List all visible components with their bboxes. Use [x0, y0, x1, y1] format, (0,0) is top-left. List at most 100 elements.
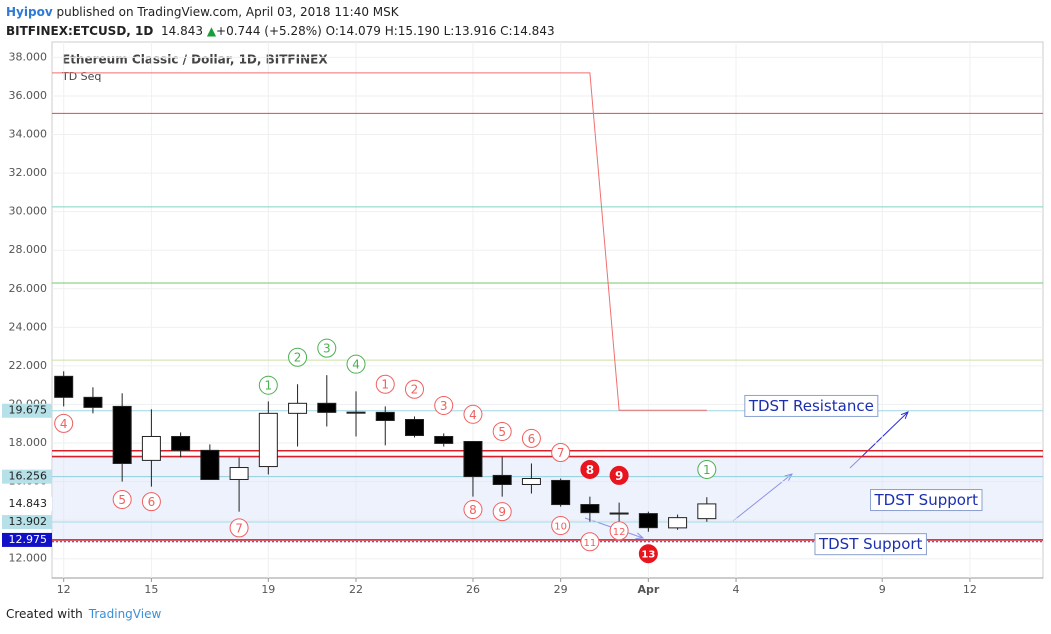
candle-body: [141, 435, 161, 461]
y-tick-label: 36.000: [9, 89, 48, 102]
y-tick-label: 30.000: [9, 205, 48, 218]
y-tick-label: 18.000: [9, 436, 48, 449]
candle-body: [258, 412, 278, 468]
x-tick-label: 19: [261, 583, 275, 596]
td-count: 5: [118, 493, 126, 507]
created: Created with: [6, 607, 83, 621]
annotation-box: [814, 533, 927, 556]
td-count: 10: [554, 522, 567, 533]
price-label-box: [2, 496, 52, 511]
candle-body: [521, 478, 541, 485]
symbol: BITFINEX:ETCUSD, 1D: [6, 24, 154, 38]
low: L:13.916: [443, 24, 497, 38]
td-count: 11: [584, 538, 597, 549]
td-count: 1: [265, 379, 273, 393]
td-count-circle: [492, 421, 512, 441]
indicator-name: TD Seq: [61, 70, 101, 83]
td-count-circle: [609, 521, 629, 541]
candle-body: [551, 479, 571, 506]
candle-body: [171, 435, 191, 451]
td-line: [52, 72, 707, 411]
candle-body: [609, 512, 629, 515]
annotation: TDST Support: [818, 535, 923, 553]
candle-body: [668, 517, 688, 529]
td-count: 6: [148, 495, 156, 509]
candle-body: [638, 513, 658, 529]
candle-body: [112, 405, 132, 464]
annotation: TDST Support: [874, 491, 979, 509]
x-tick-label: 4: [733, 583, 740, 596]
td-count-circle: [551, 516, 571, 536]
candle-body: [288, 402, 308, 414]
td-count-circle: [551, 442, 571, 462]
price-label: 19.675: [9, 404, 48, 417]
x-tick-label: 29: [554, 583, 568, 596]
td-count-circle: [638, 544, 658, 564]
x-tick-label: 12: [57, 583, 71, 596]
symbol-line: BITFINEX:ETCUSD, 1D 14.843 ▲+0.744 (+5.2…: [6, 22, 555, 41]
open: O:14.079: [325, 24, 381, 38]
td-count: 3: [440, 399, 448, 413]
td-count: 6: [528, 432, 536, 446]
price-label: 12.975: [9, 533, 48, 546]
y-tick-label: 28.000: [9, 243, 48, 256]
x-tick-label: Apr: [637, 583, 659, 596]
candle-body: [434, 435, 454, 444]
price-label-box: [2, 532, 52, 547]
td-count-circle: [697, 459, 717, 479]
td-count-circle: [580, 459, 600, 479]
annotation-box: [744, 394, 879, 417]
candle-body: [492, 474, 512, 485]
td-count-circle: [54, 413, 74, 433]
annotation-box: [870, 489, 983, 512]
candle-body: [317, 402, 337, 413]
td-count-circle: [609, 465, 629, 485]
candle-body: [463, 440, 483, 478]
td-count: 4: [352, 358, 360, 372]
header: Hyipov published on TradingView.com, Apr…: [6, 3, 555, 41]
td-count: 3: [323, 342, 331, 356]
candle-body: [580, 504, 600, 514]
footer: Created with TradingView: [6, 607, 161, 621]
x-tick-label: 26: [466, 583, 480, 596]
td-count: 8: [586, 463, 594, 477]
td-count: 8: [469, 503, 477, 517]
td-count-circle: [404, 379, 424, 399]
td-count-circle: [258, 375, 278, 395]
price-label-box: [2, 515, 52, 530]
last: 14.843: [160, 24, 203, 38]
user[interactable]: Hyipov: [6, 5, 53, 19]
arrow: ▲: [206, 24, 217, 38]
x-tick-label: 9: [879, 583, 886, 596]
td-count: 2: [294, 351, 302, 365]
td-count: 13: [641, 550, 655, 561]
td-count: 4: [469, 408, 477, 422]
close: C:14.843: [500, 24, 555, 38]
td-count-circle: [463, 404, 483, 424]
td-count-circle: [317, 338, 337, 358]
y-tick-label: 26.000: [9, 282, 48, 295]
y-tick-label: 12.000: [9, 552, 48, 565]
td-count: 2: [411, 383, 419, 397]
candle-body: [200, 449, 220, 480]
candle-body: [697, 503, 717, 520]
price-label: 14.843: [9, 497, 48, 510]
td-count-circle: [375, 374, 395, 394]
candle-body: [404, 419, 424, 437]
x-tick-label: 15: [144, 583, 158, 596]
x-tick-label: 12: [963, 583, 977, 596]
td-count-circle: [434, 395, 454, 415]
td-count-circle: [463, 500, 483, 520]
y-tick-label: 24.000: [9, 320, 48, 333]
td-count: 7: [235, 521, 243, 535]
high: H:15.190: [384, 24, 440, 38]
td-count-circle: [346, 354, 366, 374]
brand[interactable]: TradingView: [88, 607, 162, 621]
candle-body: [229, 467, 249, 480]
candle-body: [346, 411, 366, 414]
td-count: 1: [381, 378, 389, 392]
td-count-circle: [141, 492, 161, 512]
td-count-circle: [288, 347, 308, 367]
published: published on TradingView.com, April 03, …: [56, 5, 399, 19]
